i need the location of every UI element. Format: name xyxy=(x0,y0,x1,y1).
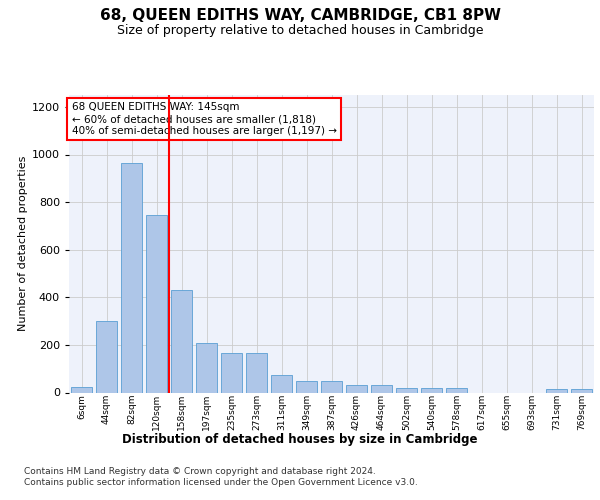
Bar xyxy=(396,388,417,392)
Bar xyxy=(71,386,92,392)
Y-axis label: Number of detached properties: Number of detached properties xyxy=(17,156,28,332)
Bar xyxy=(146,215,167,392)
Bar xyxy=(296,381,317,392)
Text: 68 QUEEN EDITHS WAY: 145sqm
← 60% of detached houses are smaller (1,818)
40% of : 68 QUEEN EDITHS WAY: 145sqm ← 60% of det… xyxy=(71,102,337,136)
Bar xyxy=(271,374,292,392)
Bar xyxy=(196,342,217,392)
Bar xyxy=(96,321,117,392)
Bar xyxy=(371,386,392,392)
Bar xyxy=(546,389,567,392)
Bar xyxy=(571,389,592,392)
Bar xyxy=(121,163,142,392)
Bar xyxy=(421,388,442,392)
Bar xyxy=(346,386,367,392)
Text: 68, QUEEN EDITHS WAY, CAMBRIDGE, CB1 8PW: 68, QUEEN EDITHS WAY, CAMBRIDGE, CB1 8PW xyxy=(100,8,500,22)
Text: Distribution of detached houses by size in Cambridge: Distribution of detached houses by size … xyxy=(122,432,478,446)
Bar xyxy=(246,353,267,393)
Bar xyxy=(221,353,242,393)
Text: Contains HM Land Registry data © Crown copyright and database right 2024.
Contai: Contains HM Land Registry data © Crown c… xyxy=(24,468,418,487)
Text: Size of property relative to detached houses in Cambridge: Size of property relative to detached ho… xyxy=(117,24,483,37)
Bar xyxy=(171,290,192,392)
Bar xyxy=(321,381,342,392)
Bar xyxy=(446,388,467,392)
